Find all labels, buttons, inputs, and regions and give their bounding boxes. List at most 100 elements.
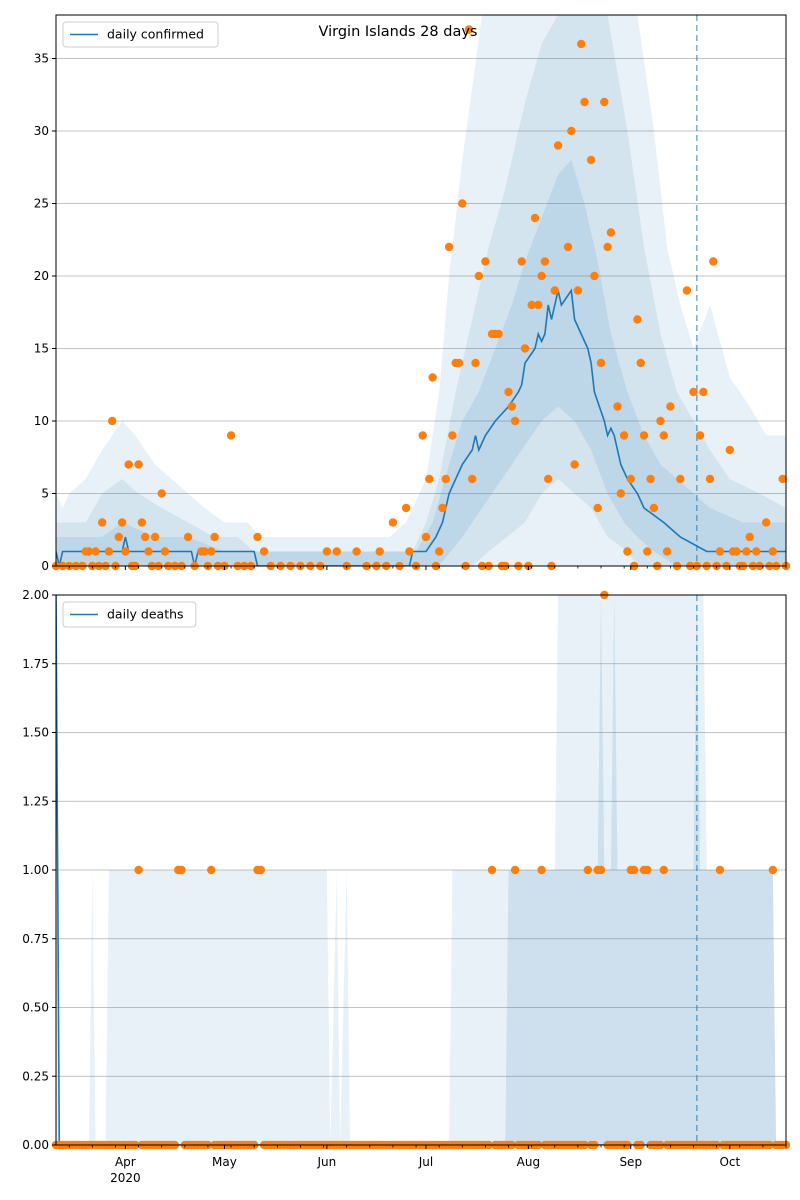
data-point [207,865,216,875]
data-point [662,547,672,556]
data-point [725,445,734,455]
y-tick-label: 30 [34,124,49,138]
data-point [507,402,516,411]
data-point [144,547,153,556]
y-tick-label: 2.00 [22,588,49,602]
data-point [633,315,642,324]
legend: daily confirmed [62,21,219,48]
data-point [613,402,622,411]
band-outer [56,15,786,566]
data-point [580,97,589,107]
data-point [659,431,668,440]
axes-frame [55,14,787,567]
data-point [682,286,692,295]
x-axis [68,566,787,570]
data-point [527,300,536,310]
data-point [762,518,771,527]
data-point [458,199,467,208]
data-point [699,387,708,397]
data-point [544,474,553,484]
data-point [487,865,497,875]
data-point [210,532,219,542]
y-tick-label: 20 [34,269,49,283]
plot-area [56,595,786,1145]
data-point [401,503,411,513]
data-point [649,503,659,513]
data-point [742,547,751,556]
data-point [98,518,107,527]
y-axis: 0 5 10 15 20 25 30 35 [34,52,56,573]
x-tick-label: Sep [619,1155,642,1169]
data-point [603,242,612,252]
data-point [464,25,474,34]
y-tick-label: 1.00 [22,863,49,877]
data-point [639,431,649,440]
data-point [596,865,606,875]
data-point [104,547,114,556]
data-point [226,431,236,440]
data-point [577,39,586,49]
x-tick-label: Jun [316,1155,336,1169]
data-point [259,547,269,556]
data-point [183,532,193,542]
data-point [629,865,639,875]
data-point [157,489,166,498]
confirmed-panel: 0 5 10 15 20 25 30 35 daily confirmed [34,14,791,573]
data-point [745,532,754,542]
y-tick-label: 10 [34,414,49,428]
y-tick-label: 0 [41,559,49,573]
y-tick-label: 1.25 [22,794,49,808]
data-point [435,547,444,556]
data-point [117,518,127,527]
data-point [570,460,579,469]
data-point [405,547,414,556]
data-point [666,402,675,411]
y-tick-label: 25 [34,197,49,211]
data-point [600,97,609,107]
data-point [623,547,632,556]
data-point [332,547,341,556]
data-point [421,532,431,542]
data-point [177,865,186,875]
chart-title: Virgin Islands 28 days [319,24,478,40]
data-point [709,257,718,266]
y-tick-label: 0.50 [22,1001,49,1015]
data-point [567,126,576,136]
band-inner [56,595,786,1145]
data-point [636,358,645,368]
data-point [596,358,606,368]
data-point [388,518,398,527]
data-point [207,547,216,556]
line-daily-deaths [56,595,786,1145]
data-point [676,474,685,484]
y-tick-label: 1.50 [22,726,49,740]
x-tick-label: May [212,1155,237,1169]
data-point [656,416,665,426]
data-point [352,547,361,556]
band-outer [56,595,786,1145]
data-point [616,489,625,498]
data-point [517,257,526,266]
data-point [778,474,787,484]
data-point [134,865,143,875]
data-point [619,431,629,440]
data-point [134,460,143,469]
y-tick-label: 5 [41,487,49,501]
data-point [84,547,94,556]
data-point [481,257,490,266]
data-point [425,474,434,484]
plot-area [56,15,786,566]
data-point [606,228,616,237]
data-point [586,155,596,165]
legend-box [62,21,219,48]
y-tick-label: 0.00 [22,1138,49,1152]
data-point [91,547,100,556]
data-point [448,431,457,440]
legend-label: daily deaths [107,607,184,622]
line-daily-confirmed [56,288,786,566]
data-point [626,474,635,484]
x-tick-label: Oct [719,1155,740,1169]
x-axis: Apr 2020 May Jun Jul Aug Sep Oct [68,1145,787,1185]
data-point [768,547,777,556]
data-point [468,474,477,484]
